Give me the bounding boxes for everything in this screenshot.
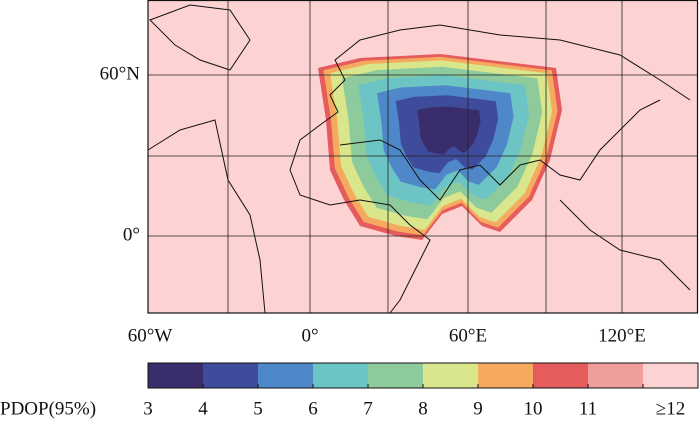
- colorbar-tick-label: 7: [363, 398, 373, 419]
- colorbar-tick-label: 3: [143, 398, 153, 419]
- africa-west: [289, 139, 431, 314]
- colorbar-bin: [643, 363, 698, 388]
- colorbar-tick-label: 11: [579, 398, 597, 419]
- colorbar-tick-label: 9: [473, 398, 483, 419]
- map: [147, 0, 699, 314]
- colorbar-bin: [368, 363, 423, 388]
- colorbar-label: PDOP(95%): [0, 398, 96, 419]
- map-frame: [147, 0, 699, 314]
- colorbar-tick-label: ≥12: [656, 398, 685, 419]
- colorbar-tick-label: 10: [524, 398, 543, 419]
- colorbar: 3 4 5 6 7 8 9 10 11 ≥12: [143, 362, 699, 419]
- pdop-region: [318, 54, 562, 240]
- greenland: [149, 4, 251, 71]
- colorbar-bin: [258, 363, 313, 388]
- colorbar-bin: [423, 363, 478, 388]
- colorbar-tick-label: 5: [253, 398, 263, 419]
- colorbar-bin: [203, 363, 258, 388]
- colorbar-tick-label: 8: [418, 398, 428, 419]
- lat-label: 60°N: [100, 63, 141, 84]
- graticule: [148, 0, 698, 313]
- asia-south: [339, 99, 661, 201]
- colorbar-bin: [533, 363, 588, 388]
- eurasia-north: [299, 24, 691, 141]
- pdop-layer: [417, 106, 481, 155]
- islands: [559, 199, 691, 291]
- lon-label: 60°W: [128, 325, 173, 346]
- colorbar-bin: [478, 363, 533, 388]
- lon-label: 120°E: [598, 325, 646, 346]
- colorbar-tick-label: 4: [198, 398, 208, 419]
- colorbar-bin: [313, 363, 368, 388]
- lon-label: 0°: [301, 325, 318, 346]
- colorbar-tick-label: 6: [308, 398, 318, 419]
- coastlines: [147, 4, 691, 314]
- colorbar-bin: [588, 363, 643, 388]
- lat-label: 0°: [123, 224, 140, 245]
- colorbar-bin: [148, 363, 203, 388]
- lon-label: 60°E: [449, 325, 487, 346]
